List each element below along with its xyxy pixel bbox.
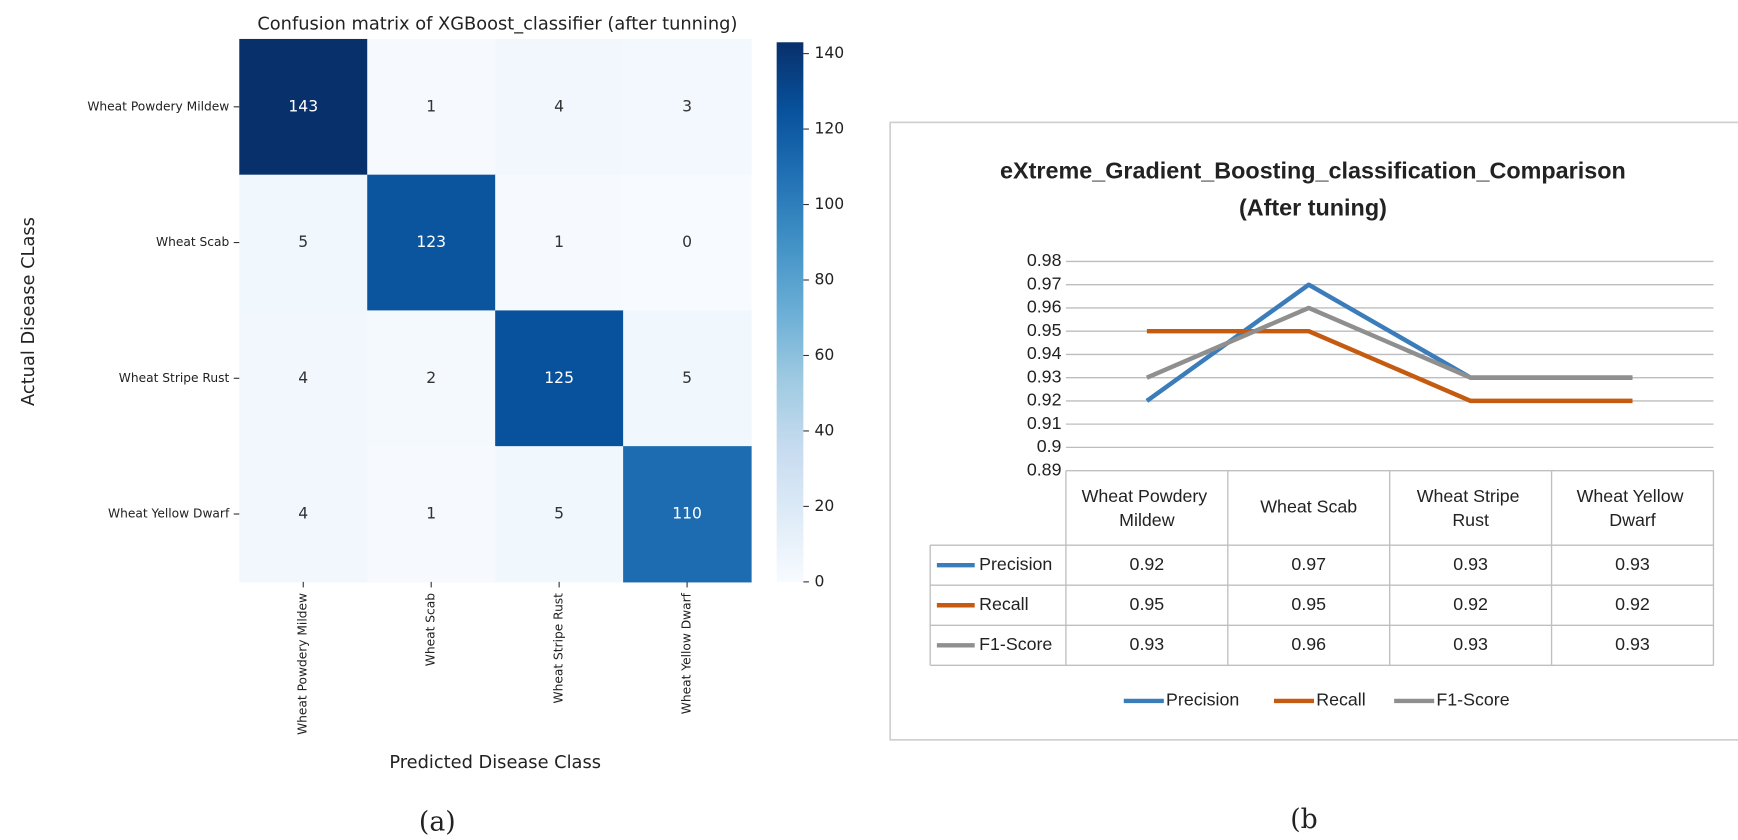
cell-label: 4 bbox=[298, 505, 308, 523]
y-tick-label: 0.96 bbox=[1027, 297, 1062, 317]
line-subtitle: (After tuning) bbox=[1239, 194, 1387, 220]
heatmap-cell bbox=[367, 174, 496, 311]
y-tick-label: 0.89 bbox=[1027, 459, 1062, 479]
heatmap-cell bbox=[239, 38, 368, 176]
y-tick-label: 0.92 bbox=[1027, 390, 1062, 410]
y-tick-label: 0.94 bbox=[1027, 343, 1062, 363]
cell-label: 2 bbox=[426, 369, 436, 387]
table-row-label: F1-Score bbox=[979, 634, 1052, 654]
heatmap-cell bbox=[623, 38, 752, 176]
cell-label: 5 bbox=[554, 505, 564, 523]
table-header: Wheat Powdery Mildew bbox=[1082, 485, 1213, 529]
y-tick-label: 0.93 bbox=[1027, 366, 1062, 386]
heatmap-cell bbox=[495, 174, 624, 311]
table-cell: 0.97 bbox=[1291, 554, 1326, 574]
cell-label: 1 bbox=[554, 233, 564, 251]
x-tick-label: Wheat Yellow Dwarf bbox=[680, 592, 694, 714]
table-header: Wheat Scab bbox=[1260, 497, 1357, 517]
table-cell: 0.93 bbox=[1615, 554, 1650, 574]
table-cell: 0.93 bbox=[1453, 554, 1488, 574]
line-title: eXtreme_Gradient_Boosting_classification… bbox=[1000, 158, 1626, 184]
colorbar-tick-label: 100 bbox=[814, 195, 844, 213]
cell-label: 5 bbox=[682, 369, 692, 387]
chart-frame bbox=[889, 121, 1738, 741]
caption: (b bbox=[1290, 804, 1318, 835]
heatmap-cell bbox=[623, 310, 752, 447]
y-axis-label: Actual Disease CLass bbox=[18, 217, 39, 406]
heatmap-cell bbox=[239, 310, 368, 447]
colorbar-tick-label: 60 bbox=[814, 346, 834, 364]
cell-label: 0 bbox=[682, 233, 692, 251]
series-line bbox=[1146, 328, 1633, 404]
table-header: Wheat Yellow Dwarf bbox=[1577, 485, 1689, 529]
cell-label: 3 bbox=[682, 97, 692, 115]
table-cell: 0.92 bbox=[1453, 594, 1488, 614]
cell-label: 1 bbox=[426, 505, 436, 523]
caption: (a) bbox=[419, 806, 456, 837]
colorbar-tick-label: 20 bbox=[814, 497, 834, 515]
y-tick-label: Wheat Stripe Rust bbox=[119, 371, 230, 385]
y-tick-label: Wheat Scab bbox=[156, 235, 229, 249]
table-cell: 0.93 bbox=[1130, 634, 1165, 654]
table-cell: 0.95 bbox=[1130, 594, 1165, 614]
colorbar bbox=[776, 42, 804, 582]
heatmap-cell bbox=[495, 38, 624, 176]
x-tick-label: Wheat Scab bbox=[424, 593, 438, 666]
cell-label: 125 bbox=[544, 369, 574, 387]
cell-label: 1 bbox=[426, 97, 436, 115]
legend-label: F1-Score bbox=[1436, 690, 1509, 710]
legend-label: Precision bbox=[1166, 690, 1239, 710]
colorbar-tick-label: 140 bbox=[814, 44, 844, 62]
table-cell: 0.96 bbox=[1291, 634, 1326, 654]
table-cell: 0.92 bbox=[1615, 594, 1650, 614]
colorbar-tick-label: 40 bbox=[814, 421, 834, 439]
y-tick-label: 0.9 bbox=[1037, 436, 1062, 456]
heatmap-cell bbox=[623, 174, 752, 311]
table-header: Wheat Stripe Rust bbox=[1417, 485, 1525, 529]
heatmap-cell bbox=[623, 446, 752, 583]
heatmap-cell bbox=[495, 310, 624, 447]
cell-label: 4 bbox=[298, 369, 308, 387]
colorbar-tick-label: 80 bbox=[814, 271, 834, 289]
cell-label: 4 bbox=[554, 97, 564, 115]
x-axis-label: Predicted Disease Class bbox=[389, 752, 601, 773]
colorbar-tick-label: 120 bbox=[814, 120, 844, 138]
y-tick-label: 0.91 bbox=[1027, 413, 1062, 433]
series-line bbox=[1145, 305, 1633, 380]
heatmap-cell bbox=[367, 310, 496, 447]
x-tick-label: Wheat Stripe Rust bbox=[552, 593, 566, 704]
heatmap-cell bbox=[239, 174, 368, 311]
y-tick-label: 0.95 bbox=[1027, 320, 1062, 340]
colorbar-tick-label: 0 bbox=[814, 572, 824, 590]
table-row-label: Precision bbox=[979, 554, 1052, 574]
cell-label: 110 bbox=[672, 505, 702, 523]
y-tick-label: Wheat Yellow Dwarf bbox=[108, 507, 230, 521]
heatmap-cell bbox=[239, 446, 368, 583]
heatmap-title: Confusion matrix of XGBoost_classifier (… bbox=[257, 13, 737, 34]
y-tick-label: 0.98 bbox=[1027, 250, 1062, 270]
y-tick-label: 0.97 bbox=[1027, 273, 1062, 293]
cell-label: 123 bbox=[416, 233, 446, 251]
heatmap-cell bbox=[495, 446, 624, 583]
x-tick-label: Wheat Powdery Mildew bbox=[296, 593, 310, 735]
cell-label: 143 bbox=[288, 97, 318, 115]
y-tick-label: Wheat Powdery Mildew bbox=[87, 99, 229, 113]
legend-label: Recall bbox=[1316, 690, 1365, 710]
heatmap-cell bbox=[367, 446, 496, 583]
cell-label: 5 bbox=[298, 233, 308, 251]
table-cell: 0.93 bbox=[1453, 634, 1488, 654]
table-cell: 0.92 bbox=[1130, 554, 1165, 574]
table-row-label: Recall bbox=[979, 594, 1028, 614]
heatmap-cell bbox=[367, 38, 496, 176]
table-cell: 0.93 bbox=[1615, 634, 1650, 654]
table-cell: 0.95 bbox=[1291, 594, 1326, 614]
